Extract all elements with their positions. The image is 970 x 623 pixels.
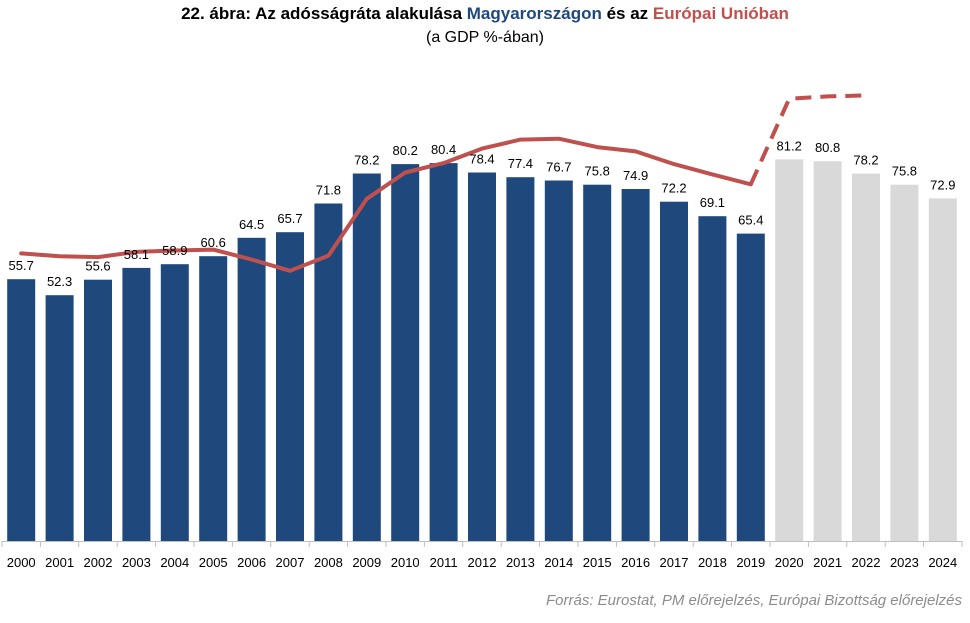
data-label-2013: 77.4 [508,156,533,171]
data-label-2010: 80.2 [393,143,418,158]
bar-2004 [160,264,189,541]
x-tick-label-2021: 2021 [813,555,842,570]
data-label-2024: 72.9 [930,177,955,192]
bar-2019 [736,233,765,541]
x-tick-label-2012: 2012 [468,555,497,570]
bar-2011 [429,163,458,541]
x-tick-label-2018: 2018 [698,555,727,570]
data-label-2019: 65.4 [738,213,763,228]
bar-2018 [698,216,727,541]
bar-2000 [7,279,36,541]
bar-2012 [468,172,496,541]
data-label-2009: 78.2 [354,153,379,168]
x-tick-label-2011: 2011 [430,555,458,570]
x-tick-label-2024: 2024 [928,555,957,570]
data-label-2004: 58.9 [162,243,187,258]
x-tick-label-2001: 2001 [45,555,74,570]
eu-line-actual [19,136,753,273]
chart-title: 22. ábra: Az adósságráta alakulása Magya… [0,4,970,24]
x-tick-label-2010: 2010 [391,555,420,570]
data-label-2008: 71.8 [316,183,341,198]
data-label-2000: 55.7 [9,258,34,273]
data-label-2020: 81.2 [777,138,802,153]
data-label-2016: 74.9 [623,168,648,183]
x-tick-label-2015: 2015 [583,555,612,570]
x-tick-label-2016: 2016 [621,555,650,570]
title-hu: Magyarországon [466,4,602,23]
x-tick-label-2009: 2009 [352,555,381,570]
bar-2022 [852,173,880,541]
data-label-2006: 64.5 [239,217,264,232]
bar-2021 [813,161,842,541]
x-tick-label-2005: 2005 [199,555,228,570]
data-label-2017: 72.2 [661,181,686,196]
data-label-2012: 78.4 [469,152,494,167]
data-label-2015: 75.8 [585,164,610,179]
title-part2: és az [601,4,653,23]
x-tick-label-2003: 2003 [122,555,151,570]
x-tick-label-2006: 2006 [237,555,266,570]
data-label-2018: 69.1 [700,195,725,210]
title-eu: Európai Unióban [652,4,789,23]
bar-2006 [237,237,266,542]
x-tick-label-2004: 2004 [160,555,189,570]
bar-2017 [660,201,688,541]
data-label-2014: 76.7 [546,160,571,175]
data-label-2002: 55.6 [85,259,110,274]
x-tick-label-2017: 2017 [660,555,689,570]
bar-2003 [122,267,151,541]
bar-2010 [391,164,420,541]
x-tick-label-2022: 2022 [852,555,881,570]
bar-2005 [199,256,228,541]
data-label-2001: 52.3 [47,274,72,289]
x-tick-label-2013: 2013 [506,555,535,570]
bar-2009 [352,173,381,541]
data-label-2005: 60.6 [201,235,226,250]
data-label-2022: 78.2 [853,153,878,168]
x-tick-label-2023: 2023 [890,555,919,570]
data-label-2011: 80.4 [431,142,456,157]
bar-2015 [583,184,612,541]
data-label-2023: 75.8 [892,164,917,179]
bar-2002 [84,279,112,541]
chart-subtitle: (a GDP %-ában) [426,29,544,46]
bar-2016 [621,189,650,541]
bar-2024 [928,198,957,541]
eu-line-forecast [748,93,867,186]
data-label-2007: 65.7 [277,211,302,226]
title-part1: 22. ábra: Az adósságráta alakulása [181,4,467,23]
bar-2013 [506,177,535,541]
x-tick-label-2007: 2007 [276,555,305,570]
x-tick-label-2002: 2002 [84,555,113,570]
x-tick-label-2000: 2000 [7,555,36,570]
source-note: Forrás: Eurostat, PM előrejelzés, Európa… [545,592,962,609]
x-tick-label-2020: 2020 [775,555,804,570]
x-tick-label-2019: 2019 [736,555,765,570]
x-tick-label-2008: 2008 [314,555,343,570]
bar-2001 [45,295,74,541]
data-label-2003: 58.1 [124,247,149,262]
bar-2023 [890,184,919,541]
bar-2014 [544,180,573,541]
data-label-2021: 80.8 [815,140,840,155]
bar-2007 [276,232,304,541]
x-tick-label-2014: 2014 [544,555,573,570]
bar-2020 [775,159,804,541]
